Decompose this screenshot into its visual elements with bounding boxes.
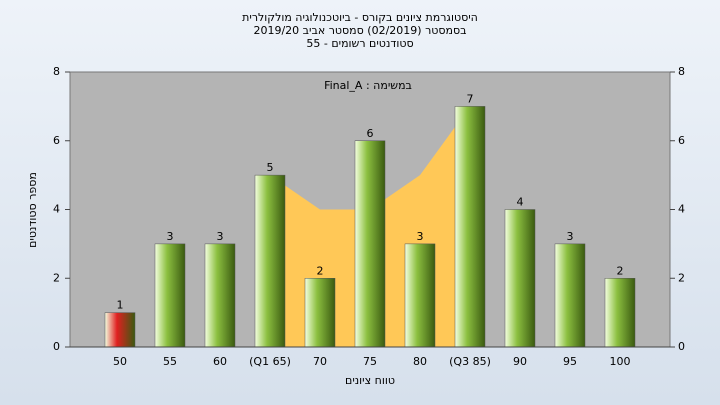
x-tick-label: 95 bbox=[563, 355, 577, 368]
y-tick-label: 2 bbox=[53, 271, 60, 284]
bar bbox=[104, 312, 136, 348]
bar bbox=[154, 243, 186, 348]
y-tick-label: 4 bbox=[53, 203, 60, 216]
bar bbox=[254, 174, 286, 348]
y2-tick-label: 2 bbox=[678, 271, 685, 284]
x-tick-label: (Q1 65) bbox=[249, 355, 291, 368]
x-tick-label: 100 bbox=[610, 355, 631, 368]
bar bbox=[504, 209, 536, 348]
y-tick-label: 0 bbox=[53, 340, 60, 353]
x-tick-label: (Q3 85) bbox=[449, 355, 491, 368]
x-tick-label: 80 bbox=[413, 355, 427, 368]
chart-subtitle: סטודנטים רשומים - 55 bbox=[306, 37, 413, 50]
y2-tick-label: 0 bbox=[678, 340, 685, 353]
x-tick-label: 50 bbox=[113, 355, 127, 368]
y-axis-label: מספר סטודנטים bbox=[26, 172, 39, 248]
value-label: 2 bbox=[317, 264, 324, 277]
chart-title: היסטוגרמת ציונים בקורס - ביוטכנולוגיה מו… bbox=[242, 11, 478, 24]
chart-subtitle: בסמסטר (02/2019) סמסטר אביב 2019/20 bbox=[253, 24, 466, 37]
bar bbox=[204, 243, 236, 348]
value-label: 5 bbox=[267, 161, 274, 174]
value-label: 3 bbox=[567, 230, 574, 243]
annotation: Final_A : במשימה bbox=[324, 79, 412, 92]
bar bbox=[554, 243, 586, 348]
y2-tick-label: 8 bbox=[678, 65, 685, 78]
x-tick-label: 90 bbox=[513, 355, 527, 368]
y2-tick-label: 4 bbox=[678, 203, 685, 216]
bar bbox=[404, 243, 436, 348]
bar bbox=[354, 140, 386, 348]
bar bbox=[604, 278, 636, 348]
y-tick-label: 8 bbox=[53, 65, 60, 78]
y2-tick-label: 6 bbox=[678, 134, 685, 147]
x-tick-label: 55 bbox=[163, 355, 177, 368]
x-tick-label: 75 bbox=[363, 355, 377, 368]
x-tick-label: 70 bbox=[313, 355, 327, 368]
value-label: 4 bbox=[517, 196, 524, 209]
value-label: 6 bbox=[367, 127, 374, 140]
value-label: 7 bbox=[467, 92, 474, 105]
x-tick-label: 60 bbox=[213, 355, 227, 368]
value-label: 3 bbox=[167, 230, 174, 243]
value-label: 3 bbox=[417, 230, 424, 243]
bar bbox=[304, 278, 336, 348]
value-label: 3 bbox=[217, 230, 224, 243]
x-axis-label: טווח ציונים bbox=[345, 374, 395, 387]
value-label: 2 bbox=[617, 264, 624, 277]
value-label: 1 bbox=[117, 299, 124, 312]
bar bbox=[454, 106, 486, 348]
y-tick-label: 6 bbox=[53, 134, 60, 147]
